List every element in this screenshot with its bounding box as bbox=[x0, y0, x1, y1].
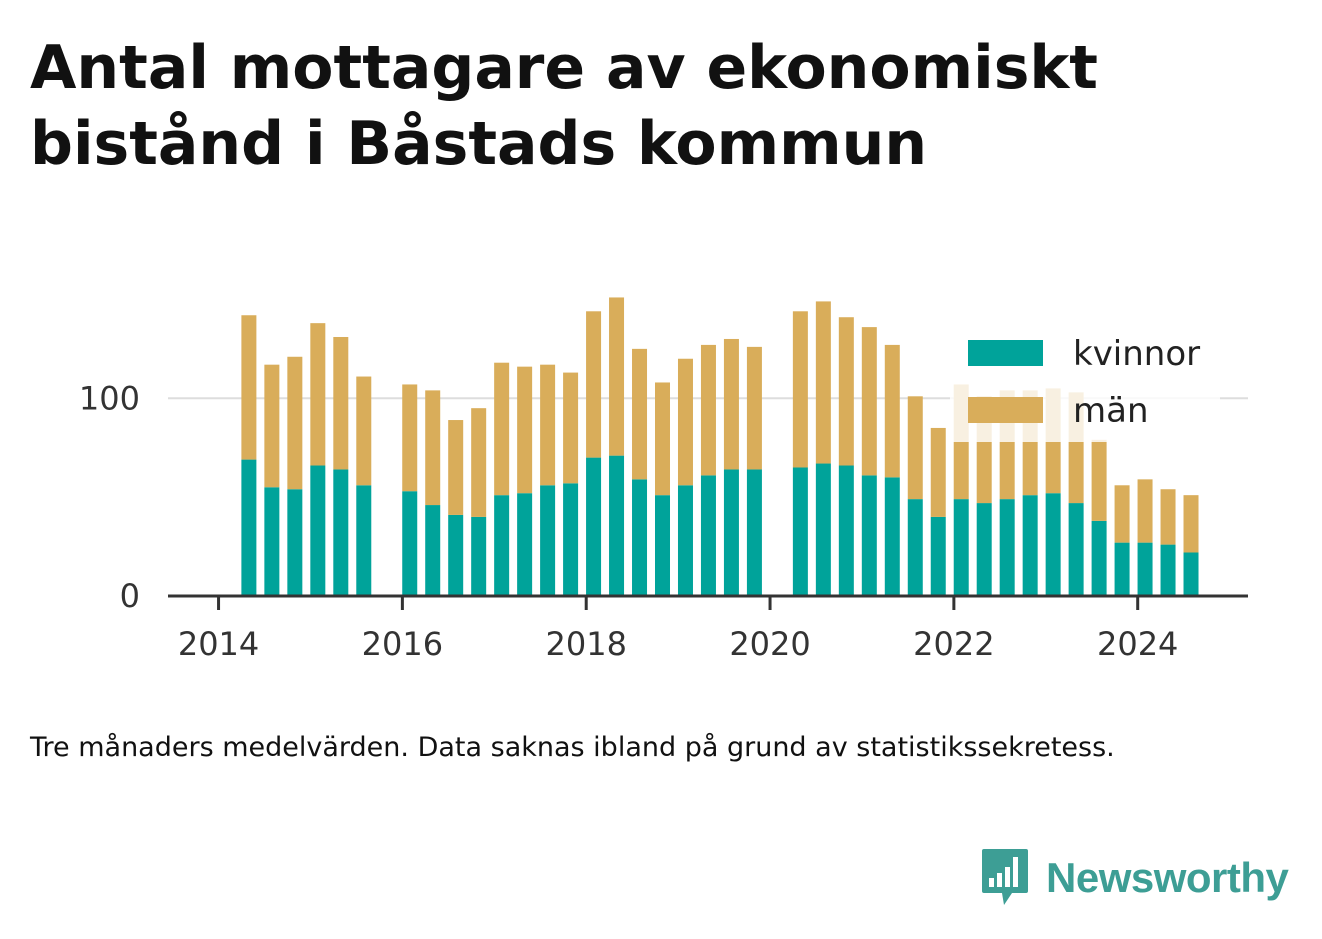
bar-män bbox=[655, 382, 671, 496]
bar-kvinnor bbox=[976, 503, 992, 596]
bar-kvinnor bbox=[999, 499, 1015, 596]
bar-kvinnor bbox=[632, 479, 648, 596]
bar-män bbox=[677, 358, 693, 486]
bar-kvinnor bbox=[1068, 503, 1084, 596]
bar-män bbox=[402, 384, 418, 492]
bar-kvinnor bbox=[402, 491, 418, 596]
chart-title: Antal mottagare av ekonomiskt bistånd i … bbox=[30, 33, 1098, 179]
bar-män bbox=[563, 372, 579, 484]
legend-swatch bbox=[968, 340, 1043, 366]
bar-män bbox=[333, 336, 349, 470]
bar-kvinnor bbox=[1114, 542, 1130, 596]
bar-kvinnor bbox=[815, 463, 831, 596]
bar-kvinnor bbox=[700, 475, 716, 596]
bar-män bbox=[723, 338, 739, 470]
bar-män bbox=[471, 408, 487, 517]
bar-män bbox=[1091, 439, 1107, 521]
bar-kvinnor bbox=[609, 455, 625, 596]
bar-kvinnor bbox=[494, 495, 510, 596]
bar-män bbox=[792, 311, 808, 468]
y-tick-label: 100 bbox=[79, 379, 140, 417]
bar-kvinnor bbox=[471, 516, 487, 596]
bar-kvinnor bbox=[1137, 542, 1153, 596]
bar-kvinnor bbox=[425, 505, 441, 596]
bar-män bbox=[884, 344, 900, 478]
bar-män bbox=[264, 364, 280, 488]
bar-män bbox=[861, 327, 877, 476]
bar-män bbox=[700, 344, 716, 476]
bar-chart-speech-bubble-icon bbox=[982, 849, 1028, 905]
bar-kvinnor bbox=[884, 477, 900, 596]
bar-kvinnor bbox=[586, 457, 602, 596]
bar-män bbox=[930, 427, 946, 517]
bar-kvinnor bbox=[333, 469, 349, 596]
bar-män bbox=[241, 315, 257, 460]
bar-kvinnor bbox=[930, 516, 946, 596]
bar-kvinnor bbox=[861, 475, 877, 596]
bar-män bbox=[1183, 495, 1199, 553]
legend-label: kvinnor bbox=[1073, 334, 1200, 374]
x-tick-label: 2018 bbox=[545, 625, 626, 663]
bar-kvinnor bbox=[287, 489, 303, 596]
bar-män bbox=[517, 366, 533, 494]
x-tick-label: 2020 bbox=[729, 625, 810, 663]
bar-kvinnor bbox=[723, 469, 739, 596]
bar-kvinnor bbox=[1160, 544, 1176, 596]
bar-kvinnor bbox=[264, 487, 280, 596]
chart-note: Tre månaders medelvärden. Data saknas ib… bbox=[30, 732, 1115, 763]
bar-män bbox=[448, 420, 464, 515]
bar-män bbox=[838, 317, 854, 466]
x-tick-label: 2016 bbox=[362, 625, 443, 663]
bar-kvinnor bbox=[241, 459, 257, 596]
bar-män bbox=[586, 311, 602, 458]
bar-män bbox=[540, 364, 556, 486]
bar-män bbox=[1137, 479, 1153, 543]
bar-kvinnor bbox=[953, 499, 969, 596]
bar-män bbox=[287, 356, 303, 490]
bar-män bbox=[310, 323, 326, 466]
y-axis: 0 100 bbox=[79, 379, 140, 615]
bar-chart: kvinnor män 2014 2016 2018 2020 2022 2024 0 100 bbox=[79, 297, 1248, 663]
bar-män bbox=[1114, 485, 1130, 543]
brand-logo: Newsworthy bbox=[980, 846, 1289, 910]
x-tick-label: 2024 bbox=[1097, 625, 1178, 663]
bar-kvinnor bbox=[746, 469, 762, 596]
bar-kvinnor bbox=[310, 465, 326, 596]
brand-name: Newsworthy bbox=[1046, 854, 1289, 901]
bar-män bbox=[609, 297, 625, 456]
legend-swatch bbox=[968, 397, 1043, 423]
bar-män bbox=[632, 348, 648, 480]
bar-kvinnor bbox=[792, 467, 808, 596]
bar-kvinnor bbox=[677, 485, 693, 596]
bar-män bbox=[746, 346, 762, 470]
x-axis: 2014 2016 2018 2020 2022 2024 bbox=[178, 596, 1178, 663]
bar-män bbox=[815, 301, 831, 464]
bar-män bbox=[907, 396, 923, 500]
bar-kvinnor bbox=[563, 483, 579, 596]
legend: kvinnor män bbox=[950, 330, 1220, 442]
bar-kvinnor bbox=[1045, 493, 1061, 596]
bar-kvinnor bbox=[517, 493, 533, 596]
bar-kvinnor bbox=[1022, 495, 1038, 596]
bar-män bbox=[356, 376, 372, 486]
bar-män bbox=[494, 362, 510, 496]
bar-kvinnor bbox=[1183, 552, 1199, 596]
bar-kvinnor bbox=[907, 499, 923, 596]
y-tick-label: 0 bbox=[120, 577, 140, 615]
bar-kvinnor bbox=[448, 514, 464, 596]
bar-kvinnor bbox=[1091, 520, 1107, 596]
bar-kvinnor bbox=[540, 485, 556, 596]
bar-kvinnor bbox=[356, 485, 372, 596]
bar-män bbox=[1160, 489, 1176, 545]
x-tick-label: 2014 bbox=[178, 625, 259, 663]
bar-kvinnor bbox=[838, 465, 854, 596]
bar-kvinnor bbox=[655, 495, 671, 596]
bar-män bbox=[425, 390, 441, 506]
x-tick-label: 2022 bbox=[913, 625, 994, 663]
legend-label: män bbox=[1073, 391, 1149, 431]
